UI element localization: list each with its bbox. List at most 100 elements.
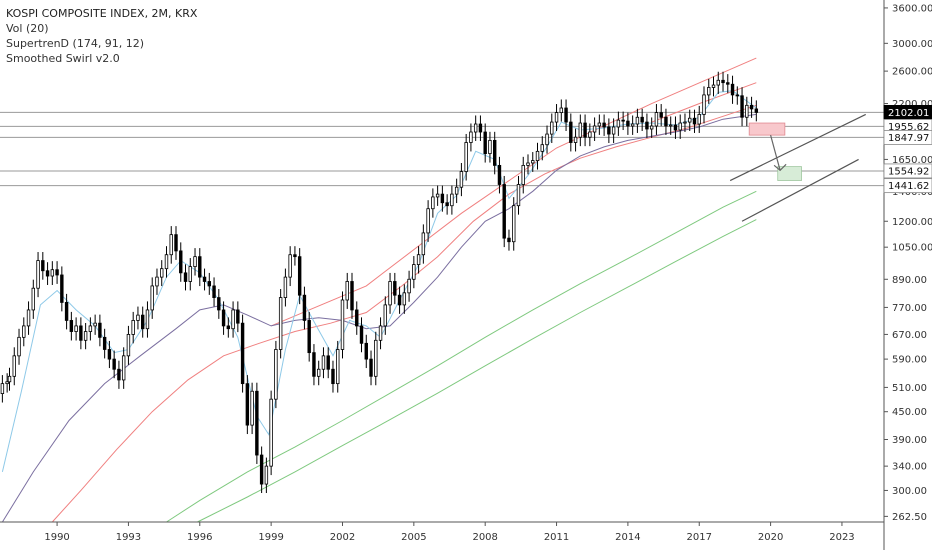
candle-body [678, 122, 682, 131]
candle-body [107, 349, 112, 360]
price-label-tag [883, 178, 932, 194]
candle-body [150, 285, 154, 311]
candle-body [668, 124, 673, 127]
candle-body [630, 123, 635, 127]
legend-volume: Vol (20) [6, 22, 49, 35]
candle-body [179, 250, 183, 274]
price-tick-label: 890.00 [892, 275, 927, 286]
candle-body [93, 322, 97, 327]
candle-body [117, 368, 121, 381]
candle-body [88, 325, 93, 332]
price-label-text: 1847.97 [888, 133, 929, 144]
candle-body [359, 325, 364, 344]
candle-body [550, 121, 554, 135]
candle-body [735, 94, 740, 97]
price-axis[interactable]: 3600.003000.002600.002200.001900.001650.… [883, 0, 932, 550]
candle-body [369, 358, 373, 377]
price-tick-label: 510.00 [892, 383, 927, 394]
candle-body [616, 119, 621, 128]
candle-body [473, 123, 478, 133]
candle-body [502, 184, 506, 239]
candle-body [559, 107, 564, 113]
candle-body [36, 260, 40, 289]
series-lines [1, 57, 757, 523]
candle-body [702, 94, 706, 115]
candle-body [416, 254, 421, 265]
candle-body [611, 126, 616, 135]
candle-body [240, 322, 245, 385]
time-axis[interactable]: 1990 1993 1996 1999 2002 2005 2008 2011 2014 2017… [0, 521, 884, 543]
candle-body [445, 202, 449, 207]
candle-body [745, 104, 749, 118]
candle-body [749, 104, 754, 110]
ma-fast-line [1, 90, 757, 473]
trendline [741, 158, 859, 222]
candle-body [345, 281, 349, 301]
candle-body [721, 79, 725, 84]
price-tick-label: 590.00 [892, 355, 927, 366]
candle-body [454, 186, 459, 195]
candle-body [592, 125, 597, 133]
target-box-green [777, 166, 802, 181]
price-tick-label: 300.00 [892, 486, 927, 497]
trendline [729, 113, 866, 182]
candle-body [469, 131, 473, 143]
ma-purple-line [1, 113, 757, 523]
price-label-tag [883, 163, 932, 179]
candle-body [255, 390, 259, 456]
candle-body [74, 325, 78, 332]
candle-body [435, 193, 440, 198]
candle-body [521, 164, 525, 185]
time-tick-label: 2005 [401, 532, 426, 543]
price-tick-label: 2200.00 [892, 99, 932, 110]
candle-body [488, 139, 492, 155]
candle-body [274, 349, 278, 400]
candle-body [5, 381, 9, 385]
candle-body [388, 281, 392, 306]
price-tick-label: 2600.00 [892, 67, 932, 78]
candle-body [50, 269, 55, 277]
candle-body [421, 232, 426, 256]
candle-body [573, 136, 578, 143]
candle-body [250, 390, 254, 426]
candle-body [22, 325, 26, 338]
candle-body [145, 309, 150, 330]
price-tick-label: 670.00 [892, 330, 927, 341]
candle-body [193, 256, 197, 268]
projection-arrow-head [773, 163, 787, 172]
candle-body [0, 383, 5, 394]
candle-body [69, 320, 74, 332]
candle-body [711, 84, 716, 88]
candle-body [730, 83, 735, 96]
target-box-pink [748, 122, 786, 136]
candle-body [478, 123, 483, 133]
candle-body [112, 358, 116, 370]
candle-body [540, 144, 544, 152]
candle-body [340, 299, 345, 350]
candle-body [297, 256, 302, 296]
candle-body [12, 355, 16, 377]
candle-body [26, 309, 31, 327]
candle-body [692, 117, 697, 125]
time-tick-label: 2002 [330, 532, 355, 543]
candle-body [583, 122, 587, 138]
price-tick-label: 262.50 [892, 512, 927, 523]
candle-body [283, 276, 288, 298]
price-tick-label: 770.00 [892, 303, 927, 314]
price-tick-label: 340.00 [892, 462, 927, 473]
candle-body [293, 254, 297, 258]
candle-body [79, 325, 83, 341]
candle-body [355, 309, 359, 327]
ma-green-line-2 [197, 219, 757, 523]
ma-red-line [51, 104, 757, 523]
candle-body [264, 465, 269, 485]
candle-body [673, 124, 678, 131]
candle-body [526, 162, 530, 166]
candle-body [393, 281, 397, 296]
time-tick-label: 1999 [258, 532, 283, 543]
projection-arrow [770, 134, 781, 171]
candle-body [649, 125, 654, 130]
candle-body [402, 292, 407, 306]
candle-body [207, 281, 212, 287]
